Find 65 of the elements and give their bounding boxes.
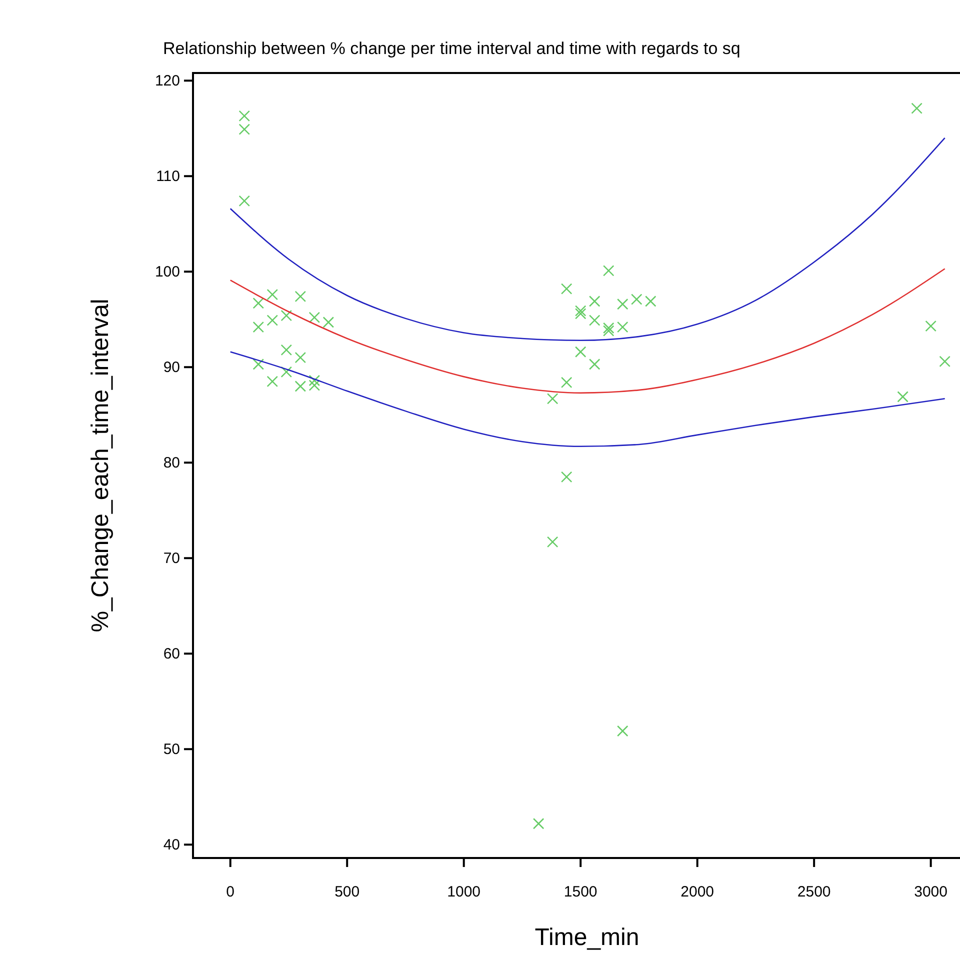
point (644, 296, 656, 307)
y-tick-label: 80 (163, 454, 180, 472)
point (238, 195, 250, 207)
y-tick-label: 100 (154, 263, 180, 280)
line-series (230, 351, 946, 448)
point (308, 374, 320, 386)
point (602, 325, 614, 336)
point (616, 298, 628, 310)
point (574, 308, 586, 320)
point (322, 316, 334, 328)
point (238, 124, 250, 135)
y-tick-label: 90 (163, 358, 180, 376)
point (266, 288, 278, 300)
point (560, 376, 572, 388)
point (266, 314, 278, 326)
point (588, 314, 600, 326)
x-tick-label: 500 (334, 884, 360, 901)
x-tick-label: 1500 (564, 884, 598, 901)
point (574, 346, 586, 358)
point (560, 471, 572, 483)
point (560, 283, 572, 294)
chart-title: Relationship between % change per time interval and time with regards to sq (163, 39, 740, 58)
point (925, 320, 936, 332)
x-tick-label: 1000 (447, 884, 481, 901)
point (911, 102, 922, 114)
point (574, 305, 586, 316)
y-tick-label: 60 (163, 645, 180, 662)
point (532, 818, 544, 830)
point (602, 265, 614, 276)
point (308, 312, 320, 324)
y-tick-label: 70 (163, 550, 180, 567)
point (252, 358, 264, 370)
point (252, 321, 264, 333)
x-tick-label: 2000 (680, 884, 714, 901)
x-axis-title: Time_min (534, 924, 640, 951)
point (294, 380, 306, 392)
x-tick-label: 0 (226, 884, 235, 901)
point (616, 725, 628, 737)
point (546, 536, 558, 548)
x-tick-label: 3000 (914, 884, 948, 901)
point (294, 352, 306, 364)
point (616, 321, 628, 333)
point (280, 366, 292, 378)
x-tick-label: 2500 (797, 884, 831, 901)
y-axis-title: %_Change_each_time_interval (87, 298, 114, 632)
point (588, 358, 600, 370)
point (252, 298, 264, 309)
point (266, 376, 278, 388)
point (280, 344, 292, 356)
point (602, 322, 614, 334)
point (546, 393, 558, 404)
point (280, 310, 292, 322)
point (630, 294, 642, 305)
line-series (230, 268, 946, 394)
point (294, 290, 306, 302)
point (308, 380, 320, 391)
point (939, 356, 950, 368)
y-tick-label: 110 (156, 168, 180, 185)
point (238, 110, 250, 122)
y-tick-label: 120 (154, 72, 180, 90)
y-tick-label: 50 (163, 740, 180, 758)
line-series (230, 137, 946, 342)
point (897, 391, 908, 402)
point (588, 296, 600, 307)
y-tick-label: 40 (163, 836, 180, 854)
